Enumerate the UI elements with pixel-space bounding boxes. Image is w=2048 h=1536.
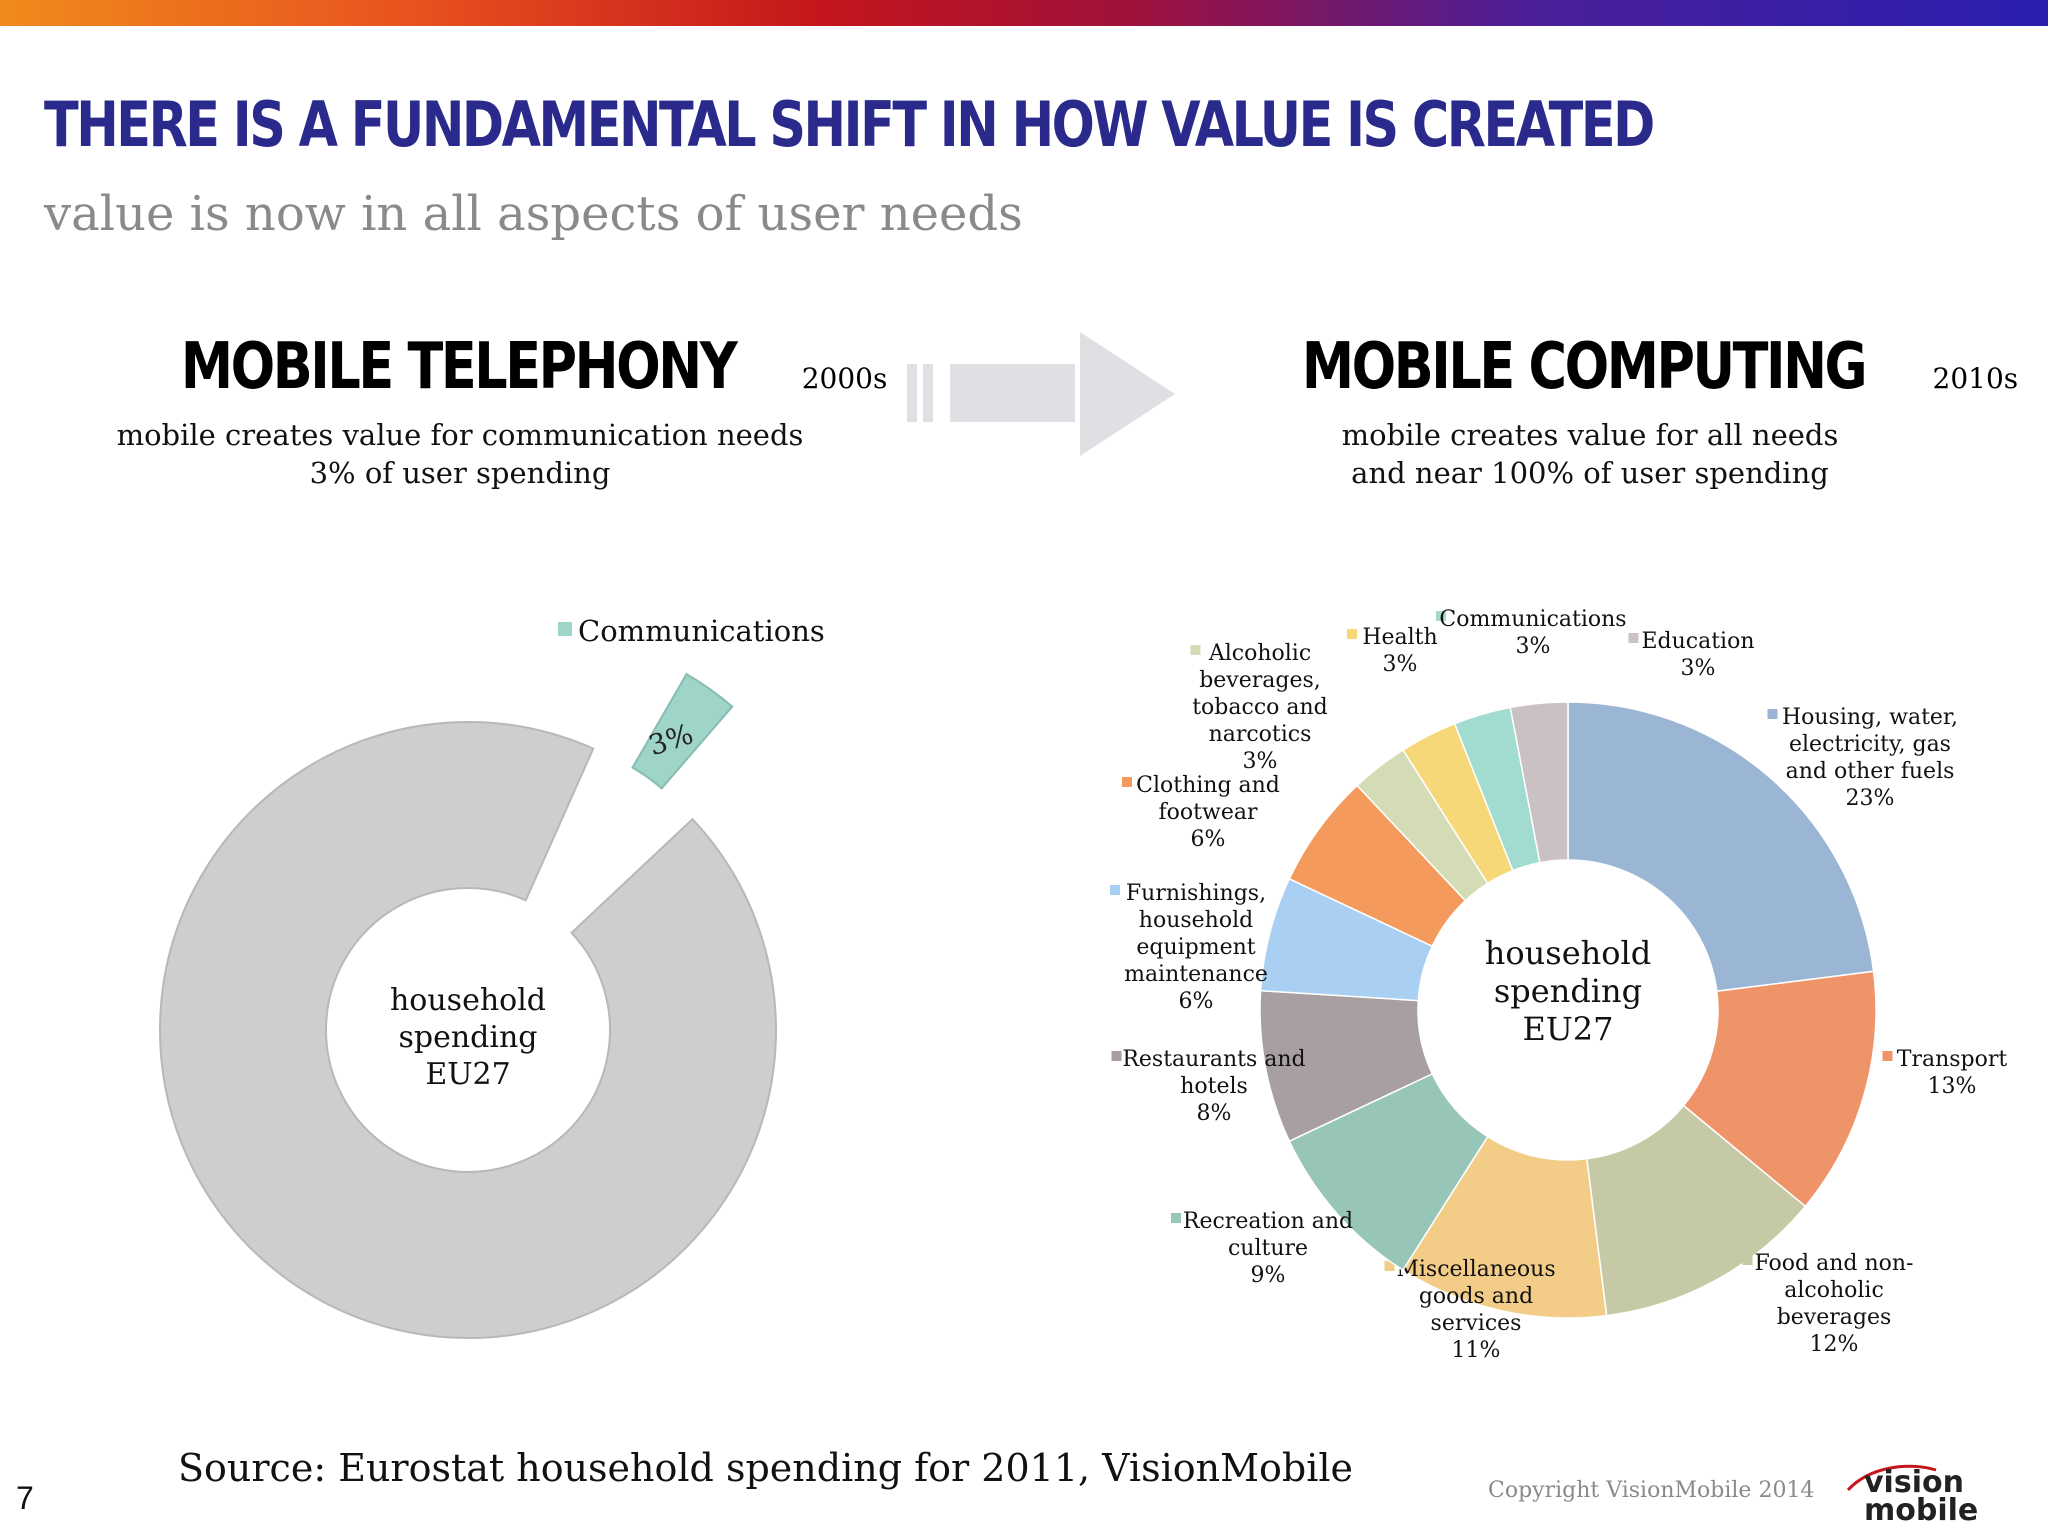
source-note: Source: Eurostat household spending for … bbox=[178, 1446, 1353, 1490]
donut2-label-clothing-and-footwear: Clothing and bbox=[1136, 773, 1280, 798]
donut2-legend-swatch-recreation-and-culture bbox=[1171, 1213, 1181, 1223]
donut2-label-recreation-and-culture: 9% bbox=[1251, 1263, 1286, 1288]
donut1-center-label: EU27 bbox=[425, 1057, 510, 1092]
donut2-legend-swatch-communications bbox=[1436, 611, 1446, 621]
donut2-label-furnishings-household-equipment-maintenance: equipment bbox=[1136, 935, 1255, 960]
donut2-legend-swatch-clothing-and-footwear bbox=[1122, 777, 1132, 787]
donut2-label-restaurants-and-hotels: 8% bbox=[1197, 1101, 1232, 1126]
donut2-legend-swatch-restaurants-and-hotels bbox=[1111, 1051, 1122, 1061]
donut2-label-clothing-and-footwear: 6% bbox=[1191, 827, 1226, 852]
donut2-label-alcoholic-beverages-tobacco-and-narcotics: 3% bbox=[1243, 749, 1278, 774]
donut2-center-label: EU27 bbox=[1522, 1010, 1613, 1048]
donut2-label-furnishings-household-equipment-maintenance: maintenance bbox=[1124, 962, 1268, 987]
donut2-label-education: Education bbox=[1641, 629, 1754, 654]
donut2-label-food-and-non-alcoholic-beverages: Food and non- bbox=[1754, 1251, 1913, 1276]
logo-word-2: mobile bbox=[1864, 1493, 1978, 1524]
left-era-label: 2000s bbox=[801, 362, 888, 395]
donut2-label-housing-water-electricity-gas-and-other-fuels: electricity, gas bbox=[1789, 732, 1951, 757]
slide-subtitle: value is now in all aspects of user need… bbox=[44, 186, 1023, 242]
donut2-legend-swatch-alcoholic-beverages-tobacco-and-narcotics bbox=[1190, 645, 1201, 655]
donut2-label-alcoholic-beverages-tobacco-and-narcotics: narcotics bbox=[1209, 722, 1312, 747]
logo-word-1: vision bbox=[1864, 1465, 1964, 1500]
donut2-slice-housing-water-electricity-gas-and-other-fuels bbox=[1567, 701, 1875, 993]
donut2-label-transport: 13% bbox=[1928, 1074, 1977, 1099]
left-desc-line1: mobile creates value for communication n… bbox=[116, 418, 804, 452]
donut2-label-restaurants-and-hotels: Restaurants and bbox=[1122, 1047, 1305, 1072]
donut2-label-alcoholic-beverages-tobacco-and-narcotics: tobacco and bbox=[1192, 695, 1328, 720]
donut2-center-label: household bbox=[1485, 934, 1651, 972]
donut2-legend-swatch-education bbox=[1628, 633, 1639, 643]
slide-title: THERE IS A FUNDAMENTAL SHIFT IN HOW VALU… bbox=[44, 88, 1655, 161]
donut2-label-food-and-non-alcoholic-beverages: 12% bbox=[1810, 1332, 1859, 1357]
arrow-right-icon bbox=[907, 332, 1175, 456]
donut1-center-label: household bbox=[390, 983, 546, 1018]
right-section-heading: MOBILE COMPUTING 2010s bbox=[1240, 330, 2018, 404]
donut2-label-food-and-non-alcoholic-beverages: beverages bbox=[1777, 1305, 1892, 1330]
right-heading-text: MOBILE COMPUTING bbox=[1301, 330, 1868, 404]
top-gradient-bar bbox=[0, 0, 2048, 26]
donut2-label-communications: Communications bbox=[1439, 607, 1626, 632]
donut2-label-health: 3% bbox=[1383, 652, 1418, 677]
donut2-label-transport: Transport bbox=[1897, 1047, 2008, 1072]
left-heading-text: MOBILE TELEPHONY bbox=[180, 330, 738, 404]
donut2-label-recreation-and-culture: culture bbox=[1228, 1236, 1308, 1261]
donut1-legend-swatch bbox=[558, 622, 572, 636]
donut2-legend-swatch-furnishings-household-equipment-maintenance bbox=[1110, 885, 1120, 895]
donut2-label-education: 3% bbox=[1681, 656, 1716, 681]
donut2-label-food-and-non-alcoholic-beverages: alcoholic bbox=[1784, 1278, 1884, 1303]
donut2-center-label: spending bbox=[1494, 972, 1642, 1010]
donut2-label-miscellaneous-goods-and-services: services bbox=[1431, 1311, 1522, 1336]
donut2-label-housing-water-electricity-gas-and-other-fuels: and other fuels bbox=[1786, 759, 1955, 784]
donut2-label-restaurants-and-hotels: hotels bbox=[1180, 1074, 1248, 1099]
donut1-legend-label: Communications bbox=[578, 614, 825, 648]
donut2-slice-transport bbox=[1682, 970, 1877, 1208]
copyright-text: Copyright VisionMobile 2014 bbox=[1488, 1478, 1815, 1503]
donut2-legend-swatch-transport bbox=[1882, 1051, 1893, 1061]
donut2-legend-swatch-health bbox=[1347, 629, 1357, 639]
donut2-label-miscellaneous-goods-and-services: 11% bbox=[1452, 1338, 1501, 1363]
donut1-center-label: spending bbox=[399, 1020, 538, 1055]
donut1-slice-other bbox=[159, 721, 777, 1339]
page-number: 7 bbox=[16, 1480, 34, 1516]
donut2-label-furnishings-household-equipment-maintenance: 6% bbox=[1179, 989, 1214, 1014]
donut2-label-alcoholic-beverages-tobacco-and-narcotics: Alcoholic bbox=[1208, 641, 1311, 666]
donut2-slice-education bbox=[1509, 701, 1569, 864]
visionmobile-logo: vision mobile bbox=[1846, 1464, 1978, 1524]
donut2-legend-swatch-miscellaneous-goods-and-services bbox=[1384, 1261, 1395, 1271]
donut2-label-miscellaneous-goods-and-services: goods and bbox=[1419, 1284, 1533, 1309]
donut2-label-communications: 3% bbox=[1516, 634, 1551, 659]
right-section-description: mobile creates value for all needs and n… bbox=[1240, 416, 1940, 492]
donut2-label-health: Health bbox=[1362, 625, 1437, 650]
donut2-label-furnishings-household-equipment-maintenance: household bbox=[1139, 908, 1253, 933]
left-section-description: mobile creates value for communication n… bbox=[100, 416, 820, 492]
donut1-slice-communications bbox=[631, 672, 734, 790]
donut2-label-alcoholic-beverages-tobacco-and-narcotics: beverages, bbox=[1199, 668, 1321, 693]
right-desc-line1: mobile creates value for all needs bbox=[1341, 418, 1839, 452]
donut2-legend-swatch-food-and-non-alcoholic-beverages bbox=[1742, 1255, 1753, 1265]
donut2-label-housing-water-electricity-gas-and-other-fuels: 23% bbox=[1846, 786, 1895, 811]
donut2-label-recreation-and-culture: Recreation and bbox=[1183, 1209, 1353, 1234]
left-desc-line2: 3% of user spending bbox=[309, 456, 611, 490]
left-section-heading: MOBILE TELEPHONY 2000s bbox=[120, 330, 887, 404]
donut2-label-miscellaneous-goods-and-services: Miscellaneous bbox=[1396, 1257, 1555, 1282]
donut2-legend-swatch-housing-water-electricity-gas-and-other-fuels bbox=[1767, 709, 1778, 719]
donut2-label-housing-water-electricity-gas-and-other-fuels: Housing, water, bbox=[1782, 705, 1958, 730]
right-desc-line2: and near 100% of user spending bbox=[1351, 456, 1829, 490]
right-era-label: 2010s bbox=[1932, 362, 2019, 395]
donut2-label-clothing-and-footwear: footwear bbox=[1159, 800, 1258, 825]
donut2-label-furnishings-household-equipment-maintenance: Furnishings, bbox=[1126, 881, 1266, 906]
